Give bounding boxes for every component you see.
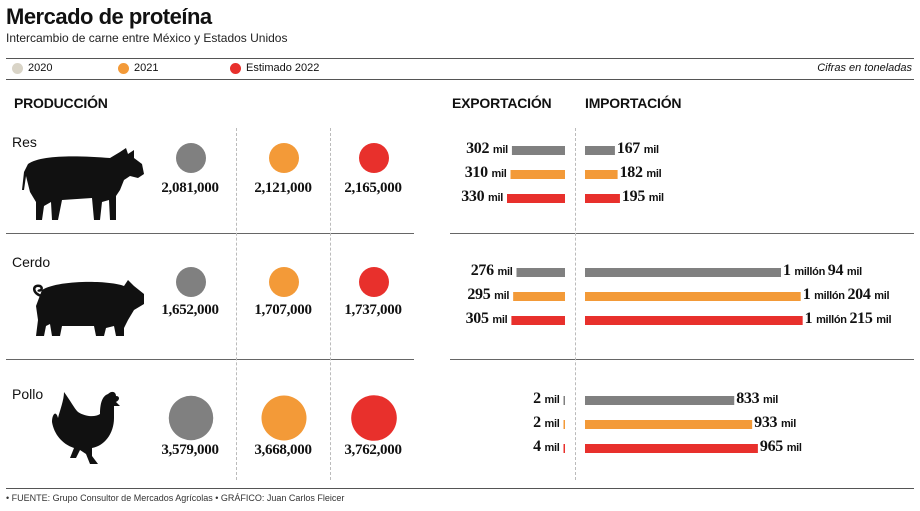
- top-divider: [6, 58, 914, 59]
- production-circle: [359, 143, 389, 173]
- row-divider: [450, 233, 914, 234]
- import-value-label: 1 millón 94 mil: [783, 262, 862, 279]
- production-value: 1,737,000: [344, 302, 402, 318]
- pig-icon: [33, 280, 144, 336]
- page-subtitle: Intercambio de carne entre México y Esta…: [6, 31, 288, 45]
- export-bar: [510, 170, 565, 179]
- import-value-label: 965 mil: [759, 438, 802, 455]
- production-value: 2,081,000: [161, 180, 219, 196]
- export-bar: [511, 316, 565, 325]
- production-circle: [261, 395, 307, 441]
- export-bar: [511, 146, 565, 155]
- production-circle: [176, 143, 206, 173]
- animal-name-res: Res: [12, 134, 37, 150]
- bottom-divider: [6, 488, 914, 489]
- production-circle: [359, 267, 389, 297]
- legend-divider: [6, 79, 914, 80]
- export-bar: [516, 268, 565, 277]
- import-value-label: 167 mil: [616, 140, 659, 157]
- imports-heading: IMPORTACIÓN: [585, 95, 682, 111]
- import-bar: [585, 194, 620, 203]
- source-footer: • FUENTE: Grupo Consultor de Mercados Ag…: [6, 493, 345, 503]
- row-divider: [450, 359, 914, 360]
- legend-swatch: [12, 62, 23, 74]
- production-value: 3,668,000: [254, 442, 312, 458]
- import-value-label: 1 millón 215 mil: [804, 310, 892, 327]
- export-value-label: 4 mil: [533, 438, 560, 455]
- export-value-label: 305 mil: [465, 310, 508, 327]
- legend-label: Estimado 2022: [246, 62, 320, 74]
- legend-swatch: [118, 62, 129, 74]
- import-value-label: 182 mil: [619, 164, 662, 181]
- export-value-label: 330 mil: [461, 188, 503, 205]
- production-heading: PRODUCCIÓN: [14, 95, 108, 111]
- import-bar: [585, 146, 615, 155]
- import-bar: [585, 316, 803, 325]
- axis-separator: [575, 128, 576, 480]
- export-bar: [507, 194, 565, 203]
- production-circle: [351, 395, 397, 441]
- import-bar: [585, 420, 753, 429]
- animal-name-cerdo: Cerdo: [12, 254, 51, 270]
- export-value-label: 2 mil: [533, 414, 560, 431]
- export-bar: [563, 396, 565, 405]
- legend-item-2020: 2020: [12, 62, 52, 74]
- production-circle: [269, 267, 299, 297]
- production-circle: [269, 143, 299, 173]
- column-separator: [236, 128, 237, 480]
- import-bar: [585, 170, 618, 179]
- legend-swatch: [230, 62, 241, 74]
- production-value: 1,652,000: [161, 302, 219, 318]
- row-divider: [6, 233, 414, 234]
- column-separator: [330, 128, 331, 480]
- page-title: Mercado de proteína: [6, 4, 212, 29]
- export-value-label: 310 mil: [464, 164, 507, 181]
- export-bar: [563, 420, 565, 429]
- import-value-label: 933 mil: [754, 414, 796, 431]
- export-value-label: 295 mil: [467, 286, 510, 303]
- import-bar: [585, 292, 801, 301]
- production-value: 1,707,000: [254, 302, 312, 318]
- row-divider: [6, 359, 414, 360]
- legend-label: 2020: [28, 62, 53, 74]
- export-value-label: 2 mil: [533, 390, 560, 407]
- export-bar: [513, 292, 565, 301]
- production-value: 3,579,000: [161, 442, 219, 458]
- import-bar: [585, 396, 735, 405]
- production-value: 2,165,000: [344, 180, 402, 196]
- production-value: 2,121,000: [254, 180, 312, 196]
- import-bar: [585, 444, 758, 453]
- unit-note: Cifras en toneladas: [817, 62, 912, 74]
- legend-label: 2021: [134, 62, 159, 74]
- export-bar: [563, 444, 565, 453]
- chicken-icon: [52, 391, 120, 464]
- animal-name-pollo: Pollo: [12, 386, 44, 402]
- exports-heading: EXPORTACIÓN: [452, 95, 552, 111]
- import-value-label: 833 mil: [736, 390, 779, 407]
- export-value-label: 302 mil: [466, 140, 508, 157]
- legend-item-2021: 2021: [118, 62, 158, 74]
- cow-icon: [22, 148, 144, 220]
- production-circle: [168, 395, 214, 441]
- import-value-label: 1 millón 204 mil: [802, 286, 890, 303]
- import-bar: [585, 268, 781, 277]
- export-value-label: 276 mil: [470, 262, 513, 279]
- production-circle: [176, 267, 206, 297]
- legend-item-2022: Estimado 2022: [230, 62, 319, 74]
- import-value-label: 195 mil: [621, 188, 664, 205]
- production-value: 3,762,000: [344, 442, 402, 458]
